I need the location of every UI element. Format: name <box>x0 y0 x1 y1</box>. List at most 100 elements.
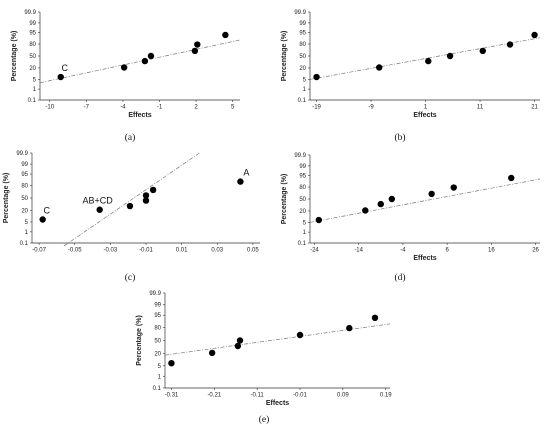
y-tick-label: 0.1 <box>153 386 162 392</box>
panel-caption: (e) <box>259 414 270 425</box>
y-tick-label: 20 <box>154 351 161 357</box>
data-point <box>362 207 369 214</box>
y-tick-label: 99 <box>154 303 161 309</box>
y-tick-label: 0.1 <box>298 98 307 104</box>
y-tick-label: 1 <box>303 230 307 236</box>
data-point <box>313 73 320 81</box>
y-tick-label: 1 <box>158 374 162 380</box>
data-point <box>446 52 454 60</box>
x-tick-label: -0.07 <box>32 248 46 254</box>
y-tick-label: 50 <box>21 196 28 202</box>
data-point <box>208 349 216 357</box>
data-point <box>142 192 150 199</box>
y-tick-label: 99.9 <box>294 153 306 159</box>
data-point <box>376 64 383 71</box>
x-tick-label: 21 <box>531 105 538 111</box>
y-tick-label: 0.1 <box>298 241 307 247</box>
y-tick-label: 50 <box>29 54 36 60</box>
x-tick-label: -0.03 <box>104 248 118 254</box>
y-tick-label: 0.1 <box>28 98 37 104</box>
x-tick-label: 0.05 <box>247 248 259 254</box>
x-tick-label: 0.19 <box>380 393 392 399</box>
data-point <box>315 216 323 224</box>
x-tick-label: 16 <box>488 248 495 254</box>
y-tick-label: 95 <box>299 174 306 180</box>
x-tick-label: -4 <box>400 248 406 254</box>
chart-panel-e: 0.1 1 5 20 50 80 95 99 99.9 -0.31 -0.21 -0.11 -0.01 0… <box>136 291 392 425</box>
data-point <box>428 190 435 198</box>
data-point <box>142 197 150 204</box>
y-tick-label: 5 <box>25 220 29 226</box>
y-tick-label: 80 <box>299 42 306 48</box>
x-tick-label: 26 <box>532 248 539 254</box>
panel-caption: (b) <box>394 132 405 143</box>
y-tick-label: 20 <box>299 209 306 215</box>
x-tick-label: 1 <box>424 105 428 111</box>
y-axis-label: Percentage (%) <box>3 173 10 224</box>
data-point <box>371 314 379 322</box>
data-point <box>531 31 538 39</box>
x-tick-label: -10 <box>45 105 54 111</box>
y-axis-label: Percentage (%) <box>281 31 288 82</box>
fit-line <box>39 39 241 84</box>
x-tick-label: -0.21 <box>207 393 221 399</box>
y-tick-label: 5 <box>303 77 307 83</box>
point-annotation: A <box>243 168 249 178</box>
y-tick-label: 95 <box>29 31 36 37</box>
data-point <box>39 216 46 223</box>
data-point <box>508 174 515 182</box>
y-tick-label: 95 <box>299 31 306 37</box>
x-tick-label: -0.05 <box>68 248 82 254</box>
data-point <box>120 64 128 71</box>
y-tick-label: 80 <box>154 326 161 332</box>
x-tick-label: -0.01 <box>293 393 307 399</box>
data-point <box>149 186 157 194</box>
y-tick-label: 0.1 <box>20 241 29 247</box>
y-tick-label: 99 <box>299 21 306 27</box>
x-tick-label: -4 <box>120 105 126 111</box>
y-tick-label: 95 <box>154 313 161 319</box>
data-point <box>126 202 134 210</box>
data-point <box>388 195 396 203</box>
x-axis-label: Effects <box>128 112 151 119</box>
y-tick-label: 50 <box>299 197 306 203</box>
y-tick-label: 1 <box>25 230 29 236</box>
y-axis-label: Percentage (%) <box>11 31 18 82</box>
data-point <box>450 184 457 191</box>
x-axis-label: Effects <box>413 255 436 262</box>
fit-line <box>164 323 391 356</box>
y-axis-label: Percentage (%) <box>281 174 288 225</box>
x-tick-label: 5 <box>231 105 235 111</box>
data-point <box>168 359 175 367</box>
data-point <box>57 73 64 81</box>
data-point <box>234 342 242 350</box>
y-tick-label: 99.9 <box>294 10 306 16</box>
fit-line <box>309 178 541 223</box>
x-tick-label: 0.03 <box>211 248 223 254</box>
data-point <box>377 200 384 208</box>
panel-caption: (c) <box>125 272 136 283</box>
point-annotation: C <box>43 205 50 215</box>
x-axis-label: Effects <box>413 112 436 119</box>
y-tick-label: 1 <box>303 87 307 93</box>
y-tick-label: 99.9 <box>149 291 161 297</box>
chart-panel-d: 0.1 1 5 20 50 80 95 99 99.9 -24 -14 -4 6 16 26 Effects P… <box>281 153 541 283</box>
data-point <box>346 324 353 332</box>
x-tick-label: -9 <box>368 105 374 111</box>
x-tick-label: -19 <box>312 105 321 111</box>
data-point <box>96 206 103 213</box>
point-annotation: AB+CD <box>83 196 114 206</box>
data-point <box>506 41 514 48</box>
x-tick-label: -1 <box>157 105 163 111</box>
data-point <box>425 57 432 65</box>
y-axis-label: Percentage (%) <box>136 315 143 366</box>
x-tick-label: 6 <box>445 248 449 254</box>
chart-panel-a: 0.1 1 5 20 50 80 95 99 99.9 -10 -7 -4 -1 2 5 Effects Per… <box>11 10 241 143</box>
y-tick-label: 5 <box>303 220 307 226</box>
data-point <box>296 331 304 339</box>
data-point <box>237 178 244 185</box>
y-tick-label: 5 <box>158 364 162 370</box>
x-axis-label: Effects <box>266 400 289 407</box>
y-tick-label: 50 <box>154 339 161 345</box>
